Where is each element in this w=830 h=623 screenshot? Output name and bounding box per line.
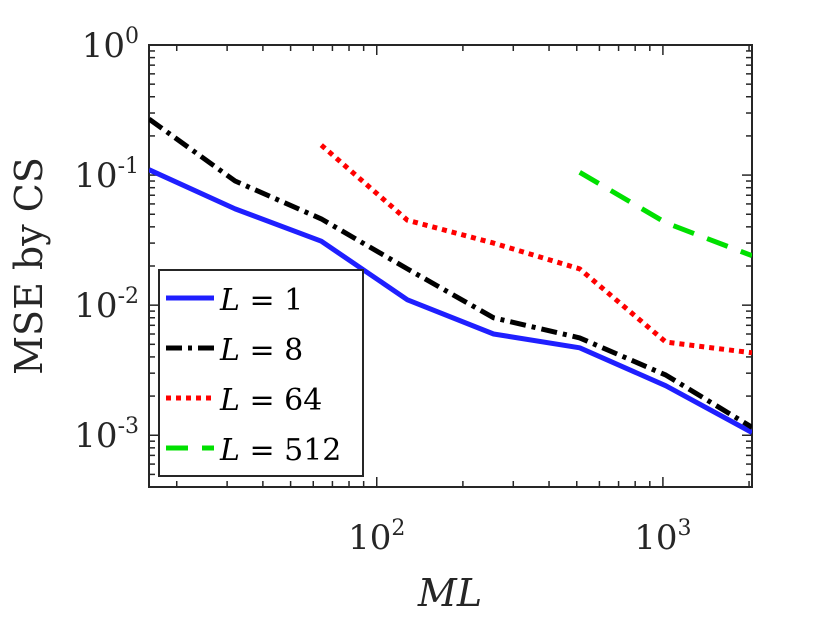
legend-label-2: L = 8 [219,333,303,368]
series-line-2 [149,116,752,430]
y-axis-title: MSE by CS [7,157,51,375]
y-tick-label: 100 [82,24,139,66]
x-axis-title: ML [417,571,482,615]
y-tick-label: 10-1 [74,154,139,196]
legend-label-4: L = 512 [219,433,341,468]
series-lines [149,116,752,435]
series-line-1 [149,167,752,435]
legend-label-1: L = 1 [219,283,303,318]
legend-label-3: L = 64 [219,383,322,418]
series-line-3 [319,143,752,356]
x-tick-label: 102 [348,516,405,558]
legend-box [158,269,364,477]
y-tick-label: 10-3 [74,414,139,456]
y-tick-label: 10-2 [74,284,139,326]
x-tick-label: 103 [634,516,691,558]
series-line-4 [578,170,752,259]
legend: L = 1 L = 8 L = 64 L = 512 [158,269,364,477]
axis-tick-labels: 102 103 100 10-1 10-2 10-3 [74,24,691,558]
axis-ticks [149,44,752,488]
